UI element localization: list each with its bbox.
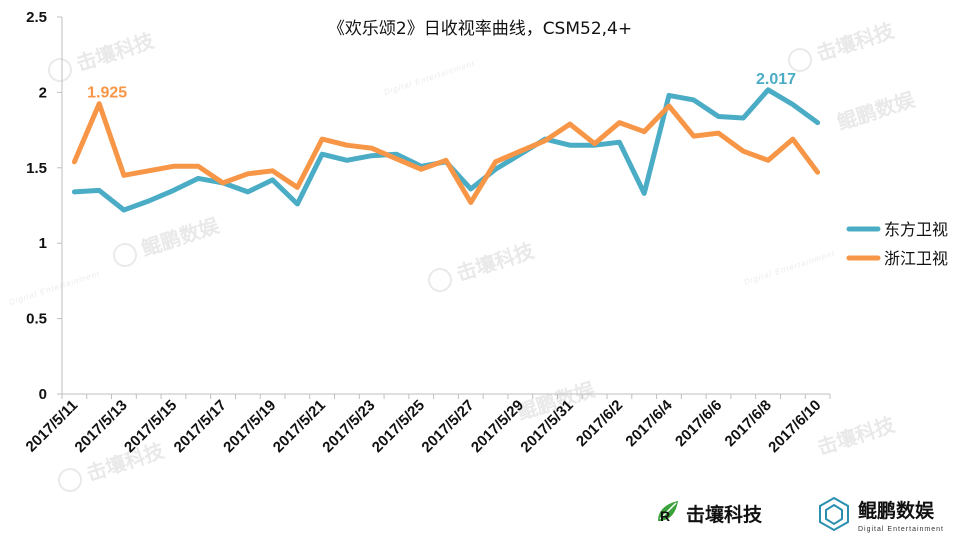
y-tick-label: 0 <box>39 386 47 403</box>
x-tick-label: 2017/5/27 <box>418 397 477 456</box>
watermark-text: 鲲鹏数娱 <box>138 213 222 261</box>
hexagon-logo-icon <box>819 496 849 532</box>
jirang-logo: R 击壤科技 <box>658 501 763 526</box>
watermark-logo-icon <box>48 58 72 82</box>
y-tick-label: 1 <box>39 235 47 252</box>
y-tick-label: 2.5 <box>26 9 47 26</box>
x-tick-label: 2017/5/13 <box>72 397 131 456</box>
data-label: 2.017 <box>756 71 796 88</box>
x-tick-label: 2017/5/21 <box>270 397 329 456</box>
watermark-8: 鲲鹏数娱 <box>834 87 918 135</box>
watermark-sub: Digital Entertainment <box>743 249 836 287</box>
watermark-logo-icon <box>428 268 452 292</box>
legend-label-1: 东方卫视 <box>884 220 948 239</box>
y-tick-label: 1.5 <box>26 160 47 177</box>
watermark-logo-icon <box>58 468 82 492</box>
watermark-sub: Digital Entertainment <box>383 59 476 97</box>
x-tick-label: 2017/6/4 <box>622 396 676 450</box>
watermark-4: 鲲鹏数娱 <box>113 213 223 267</box>
kunpeng-logo-sub: Digital Entertainment <box>858 526 944 533</box>
x-tick-label: 2017/5/25 <box>369 397 428 456</box>
watermark-5: Digital Entertainment <box>8 269 101 307</box>
watermark-text: 击壤科技 <box>73 28 157 76</box>
y-axis: 0 0.5 1 1.5 2 2.5 <box>26 9 63 403</box>
x-tick-label: 2017/6/6 <box>672 397 725 450</box>
watermark-3: 击壤科技 <box>788 18 898 72</box>
series-layer <box>71 87 821 213</box>
watermark-logo-icon <box>113 243 137 267</box>
x-tick-label: 2017/5/11 <box>23 397 82 456</box>
x-tick-label: 2017/5/17 <box>171 397 230 456</box>
watermark-9: 击壤科技 <box>58 438 168 492</box>
watermark-logo-icon <box>788 48 812 72</box>
chart-title: 《欢乐颂2》日收视率曲线，CSM52,4+ <box>328 19 632 39</box>
x-tick-label: 2017/5/23 <box>319 397 378 456</box>
watermark-1: 击壤科技 <box>48 28 158 82</box>
legend-label-2: 浙江卫视 <box>884 249 948 268</box>
annotation-layer: 1.925 2.017 <box>87 71 796 102</box>
kunpeng-logo: 鲲鹏数娱 Digital Entertainment <box>819 496 944 533</box>
watermark-text: 击壤科技 <box>813 18 897 66</box>
x-tick-label: 2017/6/10 <box>765 397 824 456</box>
data-label: 1.925 <box>87 85 127 102</box>
x-tick-label: 2017/5/29 <box>468 397 527 456</box>
watermark-2: Digital Entertainment <box>383 59 476 97</box>
watermark-7: Digital Entertainment <box>743 249 836 287</box>
kunpeng-logo-label: 鲲鹏数娱 <box>858 499 935 522</box>
y-tick-label: 0.5 <box>26 311 47 328</box>
x-tick-label: 2017/5/19 <box>220 397 279 456</box>
jirang-logo-label: 击壤科技 <box>686 503 763 526</box>
watermark-text: 击壤科技 <box>814 412 898 460</box>
watermark-sub: Digital Entertainment <box>8 269 101 307</box>
watermark-6: 击壤科技 <box>428 238 538 292</box>
series-line-1 <box>71 87 821 213</box>
series-line-2 <box>71 101 821 205</box>
svg-text:R: R <box>660 508 670 524</box>
watermark-11: 击壤科技 <box>814 412 898 460</box>
watermark-text: 击壤科技 <box>453 238 537 286</box>
leaf-logo-icon: R <box>658 501 678 524</box>
y-tick-label: 2 <box>39 84 47 101</box>
watermark-text: 鲲鹏数娱 <box>834 87 918 135</box>
